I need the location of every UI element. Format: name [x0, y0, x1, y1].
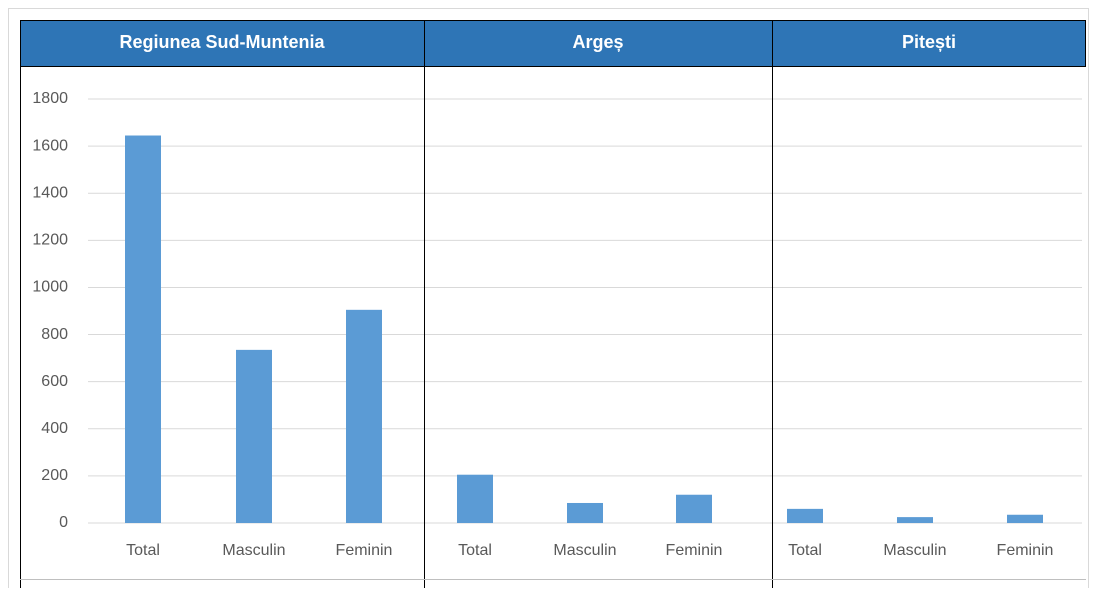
x-tick-label: Masculin — [222, 542, 285, 559]
x-tick-label: Total — [788, 542, 822, 559]
x-tick-label: Total — [126, 542, 160, 559]
y-tick-label: 400 — [41, 420, 68, 437]
y-tick-label: 1800 — [32, 90, 68, 107]
y-tick-label: 0 — [59, 514, 68, 531]
bar — [236, 349, 272, 523]
outer-border — [8, 8, 1089, 593]
x-tick-label: Feminin — [336, 542, 393, 559]
x-tick-label: Feminin — [997, 542, 1054, 559]
y-tick-label: 1600 — [32, 137, 68, 154]
bar — [125, 135, 161, 523]
y-tick-label: 800 — [41, 326, 68, 343]
panel-title: Pitești — [902, 32, 956, 52]
y-tick-label: 1000 — [32, 279, 68, 296]
y-tick-label: 1200 — [32, 232, 68, 249]
bar — [457, 474, 493, 523]
x-tick-label: Total — [458, 542, 492, 559]
bar — [787, 508, 823, 523]
x-tick-label: Feminin — [666, 542, 723, 559]
y-tick-label: 600 — [41, 373, 68, 390]
y-tick-label: 1400 — [32, 184, 68, 201]
panel-title: Argeș — [572, 32, 623, 52]
panel-title: Regiunea Sud-Muntenia — [119, 32, 325, 52]
header-band — [20, 20, 1086, 66]
bar — [897, 517, 933, 523]
bar — [676, 494, 712, 523]
bar — [1007, 514, 1043, 523]
x-tick-label: Masculin — [553, 542, 616, 559]
bar — [346, 309, 382, 523]
x-tick-label: Masculin — [883, 542, 946, 559]
bar — [567, 502, 603, 523]
y-tick-label: 200 — [41, 467, 68, 484]
